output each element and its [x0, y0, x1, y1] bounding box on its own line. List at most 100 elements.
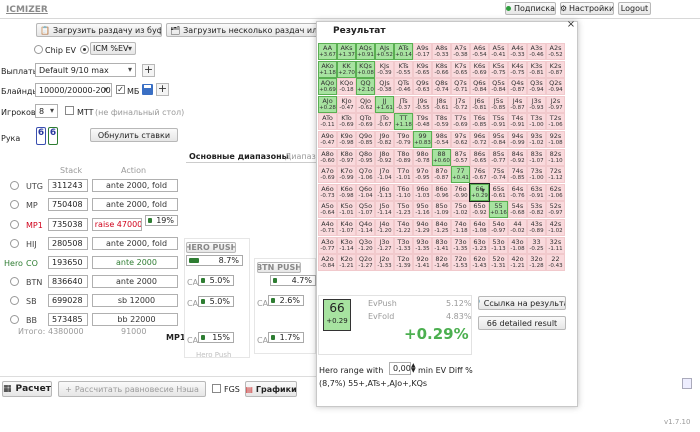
player-stack-input[interactable]: 311243 [48, 179, 88, 192]
subscription-button[interactable]: Подписка [505, 2, 556, 15]
hand-cell[interactable]: 97s -0.62 [451, 131, 470, 148]
player-stack-input[interactable]: 699028 [48, 294, 88, 307]
load-clipboard-button[interactable]: 📋 Загрузить раздачу из буфера [36, 23, 162, 37]
hand-cell[interactable]: T4o -1.22 [394, 219, 413, 236]
hand-cell[interactable]: QQ +2.10 [356, 78, 375, 96]
player-radio-utg[interactable] [10, 181, 19, 190]
hand-cell[interactable]: A9o -0.47 [318, 131, 337, 148]
hand-cell[interactable]: J5s -0.85 [489, 95, 508, 113]
hand-cell[interactable]: T9o -0.79 [394, 131, 413, 148]
hand-cell[interactable]: T5s -0.91 [489, 113, 508, 131]
player-action-field[interactable]: ante 2000, fold [92, 237, 178, 250]
hand-cell[interactable]: A4s -0.33 [508, 43, 527, 60]
hand-cell[interactable]: 73o -1.35 [451, 236, 470, 254]
hand-cell[interactable]: T9s -0.48 [413, 113, 432, 131]
player-radio-hij[interactable] [10, 239, 19, 248]
hand-cell[interactable]: K7o -0.99 [337, 166, 356, 184]
player-stack-input[interactable]: 280508 [48, 237, 88, 250]
hand-cell[interactable]: K5s -0.75 [489, 60, 508, 78]
hand-cell[interactable]: J7o -1.04 [375, 166, 394, 184]
hand-cell[interactable]: T7s -0.69 [451, 113, 470, 131]
hand-cell[interactable]: Q6o -1.04 [356, 183, 375, 201]
hand-cell[interactable]: J8s -0.61 [432, 95, 451, 113]
hand-cell[interactable]: AQo +0.69 [318, 78, 337, 96]
hand-cell[interactable]: 54s -0.68 [508, 201, 527, 219]
hand-cell[interactable]: 54o -0.97 [489, 219, 508, 236]
hand-cell[interactable]: 32o -1.28 [527, 254, 546, 272]
hand-cell[interactable]: 92s -1.08 [546, 131, 565, 148]
hand-cell[interactable]: Q3o -1.20 [356, 236, 375, 254]
hand-cell[interactable]: Q3s -0.94 [527, 78, 546, 96]
hand-cell[interactable]: A2o -0.84 [318, 254, 337, 272]
player-stack-input[interactable]: 573485 [48, 313, 88, 326]
hand-cell[interactable]: QJs -0.38 [375, 78, 394, 96]
hand-cell[interactable]: Q7s -0.71 [451, 78, 470, 96]
hand-cell[interactable]: 63o -1.23 [470, 236, 489, 254]
hand-cell[interactable]: Q4o -1.14 [356, 219, 375, 236]
hand-cell[interactable]: A7s -0.38 [451, 43, 470, 60]
player-action-field[interactable]: ante 2000, fold [92, 179, 178, 192]
mb-checkbox[interactable]: ✓ [116, 85, 125, 94]
hand-cell[interactable]: 53s -0.82 [527, 201, 546, 219]
player-action-field[interactable]: ante 2000 [92, 275, 178, 288]
hand-cell[interactable]: K3s -0.81 [527, 60, 546, 78]
hand-cell[interactable]: 65o -0.92 [470, 201, 489, 219]
hand-cell[interactable]: KK +2.70 [337, 60, 356, 78]
player-radio-mp[interactable] [10, 200, 19, 209]
hand-cell[interactable]: K8o -0.97 [337, 148, 356, 166]
hand-cell[interactable]: K9o -0.98 [337, 131, 356, 148]
hand-cell[interactable]: KQo -0.18 [337, 78, 356, 96]
hand-cell[interactable]: 84o -1.25 [432, 219, 451, 236]
hand-cell[interactable]: KTs -0.55 [394, 60, 413, 78]
hand-card-1[interactable]: 6 [36, 127, 46, 145]
hand-cell[interactable]: 98s -0.54 [432, 131, 451, 148]
hand-cell[interactable]: AJo +0.28 [318, 95, 337, 113]
hand-cell[interactable]: Q9o -0.85 [356, 131, 375, 148]
hand-cell[interactable]: K6o -0.98 [337, 183, 356, 201]
hand-cell[interactable]: J9o -0.82 [375, 131, 394, 148]
hand-cell[interactable]: 72o -1.53 [451, 254, 470, 272]
hand-cell[interactable]: T8o -0.89 [394, 148, 413, 166]
save-icon[interactable] [142, 84, 153, 95]
hand-cell[interactable]: 74s -0.85 [508, 166, 527, 184]
hand-cell[interactable]: AQs +0.91 [356, 43, 375, 60]
hand-cell[interactable]: 52s -0.97 [546, 201, 565, 219]
hand-cell[interactable]: 65s -0.61 [489, 183, 508, 201]
hand-cell[interactable]: KJo -0.47 [337, 95, 356, 113]
fgs-checkbox[interactable] [212, 384, 221, 393]
hand-cell[interactable]: 88 +0.60 [432, 148, 451, 166]
reset-bets-button[interactable]: Обнулить ставки [90, 128, 178, 142]
hand-cell[interactable]: 44 -0.02 [508, 219, 527, 236]
hand-cell[interactable]: 77 +0.41 [451, 166, 470, 184]
tab-other[interactable]: Диапазо [285, 152, 321, 161]
hand-cell[interactable]: 94s -0.99 [508, 131, 527, 148]
hand-cell[interactable]: 93o -1.35 [413, 236, 432, 254]
hand-cell[interactable]: ATo -0.11 [318, 113, 337, 131]
hand-cell[interactable]: A9s -0.17 [413, 43, 432, 60]
hand-cell[interactable]: J7s -0.72 [451, 95, 470, 113]
hand-cell[interactable]: K8s -0.66 [432, 60, 451, 78]
hand-cell[interactable]: J9s -0.55 [413, 95, 432, 113]
hand-cell[interactable]: T7o -1.01 [394, 166, 413, 184]
hand-cell[interactable]: QTs -0.46 [394, 78, 413, 96]
hand-cell[interactable]: AKo +1.18 [318, 60, 337, 78]
hand-cell[interactable]: K6s -0.69 [470, 60, 489, 78]
hand-cell[interactable]: 22 -0.43 [546, 254, 565, 272]
hand-cell[interactable]: 42o -1.21 [508, 254, 527, 272]
hand-cell[interactable]: T6o -1.10 [394, 183, 413, 201]
hand-cell[interactable]: 43s -0.89 [527, 219, 546, 236]
mtt-checkbox[interactable] [65, 106, 74, 115]
hero-push-bar[interactable]: 8.7% [186, 255, 243, 266]
hand-cell[interactable]: T3o -1.33 [394, 236, 413, 254]
btn-push-bb-bar[interactable]: 1.7% [268, 332, 304, 343]
player-radio-btn[interactable] [10, 277, 19, 286]
hand-cell[interactable]: 74o -1.18 [451, 219, 470, 236]
hand-cell[interactable]: 87o -0.87 [432, 166, 451, 184]
hand-card-2[interactable]: 6 [48, 127, 58, 145]
hand-cell[interactable]: ATs +0.14 [394, 43, 413, 60]
hand-cell[interactable]: 43o -1.08 [508, 236, 527, 254]
hand-cell[interactable]: J2o -1.33 [375, 254, 394, 272]
hand-cell[interactable]: J8o -0.92 [375, 148, 394, 166]
hero-push-sb-bar[interactable]: 5.0% [198, 296, 234, 307]
add-payout-button[interactable]: + [142, 63, 155, 77]
